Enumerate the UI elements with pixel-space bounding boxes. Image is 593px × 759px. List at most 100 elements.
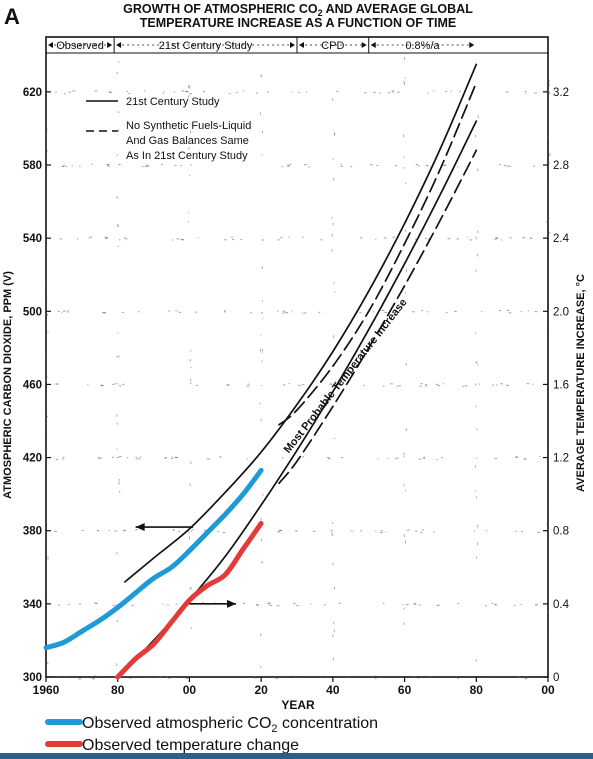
- speckle: [331, 216, 333, 219]
- speckle: [201, 602, 204, 604]
- speckle: [392, 91, 395, 93]
- period-arrowhead: [290, 42, 295, 48]
- speckle: [282, 312, 285, 314]
- speckle: [475, 383, 477, 386]
- legend-temp-label: Observed temperature change: [82, 737, 299, 754]
- speckle: [363, 384, 365, 386]
- speckle: [162, 93, 164, 95]
- speckle: [433, 531, 435, 533]
- speckle: [144, 90, 146, 92]
- speckle: [79, 166, 81, 168]
- speckle: [262, 493, 264, 496]
- speckle: [332, 98, 334, 101]
- speckle: [404, 77, 406, 79]
- speckle: [548, 162, 550, 164]
- speckle: [475, 465, 476, 468]
- speckle: [524, 678, 528, 680]
- speckle: [268, 602, 271, 604]
- y-axis-label-left: ATMOSPHERIC CARBON DIOXIDE, PPM (V): [2, 271, 14, 499]
- speckle: [359, 312, 362, 314]
- speckle: [226, 384, 229, 386]
- speckle: [500, 383, 502, 385]
- speckle: [292, 677, 294, 679]
- speckle: [87, 384, 89, 386]
- x-axis-ticks: 1960 80 00 20 40 60 80 00: [33, 677, 555, 697]
- speckle: [319, 676, 322, 678]
- speckle: [136, 458, 139, 460]
- speckle: [474, 332, 476, 334]
- speckle: [45, 534, 47, 538]
- speckle: [332, 657, 334, 661]
- speckle: [340, 163, 342, 165]
- speckle: [55, 459, 58, 460]
- speckle: [532, 165, 536, 167]
- speckle: [333, 621, 335, 625]
- speckle: [190, 366, 192, 369]
- arrow-head-2: [227, 599, 237, 608]
- speckle: [418, 458, 422, 460]
- speckle: [256, 603, 259, 605]
- speckle: [122, 530, 126, 532]
- speckle: [302, 456, 305, 458]
- x-tick-label-2020: 20: [254, 683, 268, 697]
- speckle: [405, 229, 407, 232]
- speckle: [476, 496, 477, 499]
- speckle: [175, 310, 178, 312]
- right-tick-label-0: 0: [553, 672, 559, 684]
- speckle: [261, 351, 263, 353]
- left-tick-label-380: 380: [23, 526, 42, 538]
- speckle: [289, 163, 292, 165]
- speckle: [59, 238, 63, 240]
- speckle: [282, 310, 286, 312]
- speckle: [117, 332, 119, 334]
- right-tick-label-0-8: 0.8: [553, 526, 569, 538]
- speckle: [499, 310, 502, 312]
- bottom-legend: Observed atmospheric CO2 concentration O…: [45, 715, 378, 754]
- speckle: [47, 313, 49, 316]
- speckle: [427, 92, 429, 94]
- speckle: [169, 677, 171, 679]
- speckle: [168, 310, 170, 312]
- speckle: [125, 238, 128, 240]
- speckle: [288, 236, 290, 238]
- speckle: [72, 90, 76, 92]
- speckle: [334, 133, 336, 136]
- speckle: [107, 164, 109, 166]
- speckle: [119, 239, 121, 241]
- speckle: [279, 530, 283, 531]
- speckle: [373, 675, 376, 677]
- speckle: [259, 112, 261, 115]
- legend-co2-part-a: Observed atmospheric CO: [82, 715, 271, 732]
- speckle: [412, 676, 416, 678]
- speckle: [442, 165, 446, 167]
- speckle: [522, 237, 525, 239]
- speckle: [483, 676, 486, 678]
- speckle: [111, 456, 114, 458]
- speckle: [68, 91, 72, 93]
- speckle: [254, 677, 257, 679]
- speckle: [144, 166, 147, 168]
- speckle: [521, 531, 524, 532]
- speckle: [477, 230, 479, 233]
- speckle: [277, 531, 279, 533]
- speckle: [260, 334, 262, 336]
- speckle: [98, 457, 100, 459]
- speckle: [415, 530, 418, 532]
- speckle: [55, 91, 57, 93]
- speckle: [383, 237, 387, 239]
- speckle: [260, 312, 263, 314]
- speckle: [277, 310, 279, 312]
- speckle: [158, 676, 161, 678]
- speckle: [176, 238, 180, 240]
- speckle: [404, 83, 405, 85]
- speckle: [137, 311, 140, 313]
- speckle: [107, 165, 110, 167]
- speckle: [405, 428, 407, 431]
- speckle: [146, 164, 148, 166]
- speckle: [464, 385, 468, 387]
- speckle: [217, 530, 220, 532]
- speckle: [45, 449, 47, 451]
- speckle: [259, 348, 261, 352]
- speckle: [520, 603, 522, 605]
- speckle: [204, 529, 207, 531]
